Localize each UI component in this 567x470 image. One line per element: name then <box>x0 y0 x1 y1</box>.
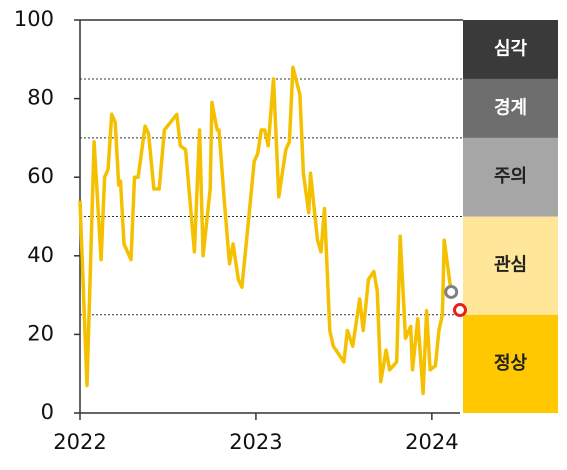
y-tick-label: 100 <box>14 7 54 31</box>
y-tick-label: 20 <box>27 321 54 345</box>
data-line <box>78 65 453 396</box>
y-tick-label: 80 <box>27 86 54 110</box>
zone-band <box>463 314 558 413</box>
x-tick-label: 2024 <box>405 430 458 454</box>
zone-label: 정상 <box>494 353 528 374</box>
zone-label: 주의 <box>494 166 527 187</box>
zone-band <box>463 216 558 315</box>
data-point <box>444 284 459 299</box>
y-tick-label: 40 <box>27 243 54 267</box>
zone-band <box>463 20 558 79</box>
zone-band <box>463 137 558 217</box>
zone-label: 관심 <box>494 255 527 276</box>
zone-band <box>463 78 558 138</box>
x-tick-label: 2022 <box>53 430 106 454</box>
x-tick-label: 2023 <box>229 430 282 454</box>
zone-label: 경계 <box>494 97 527 118</box>
zone-label: 심각 <box>494 38 528 59</box>
y-tick-label: 0 <box>41 400 54 424</box>
data-point <box>453 303 467 318</box>
y-tick-label: 60 <box>27 164 54 188</box>
